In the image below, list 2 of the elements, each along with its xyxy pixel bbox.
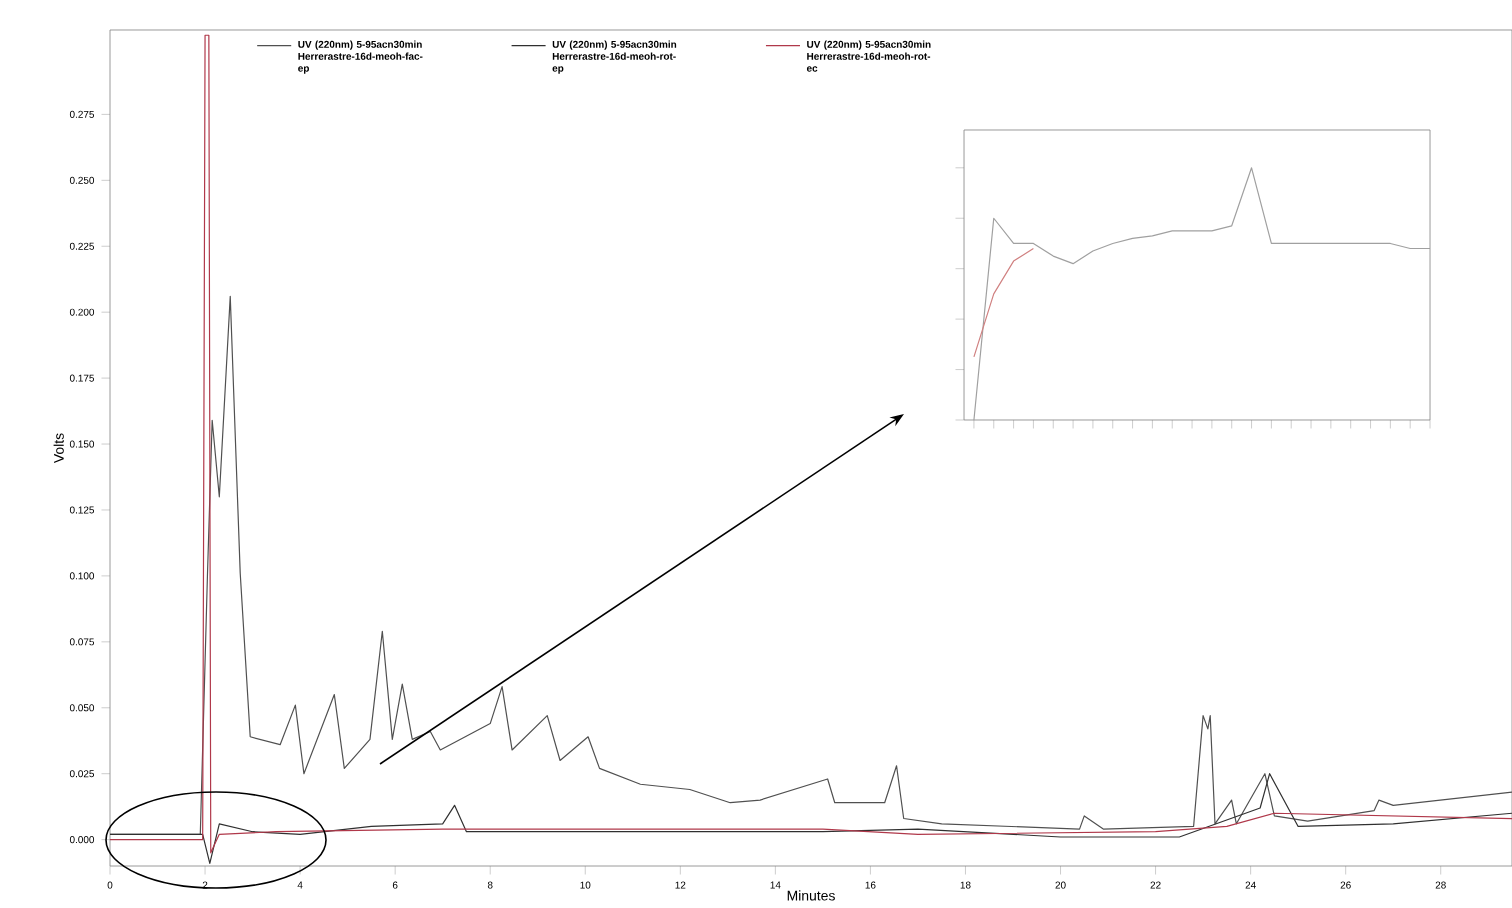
line-series (110, 773, 1512, 864)
line-series (110, 34, 1512, 854)
